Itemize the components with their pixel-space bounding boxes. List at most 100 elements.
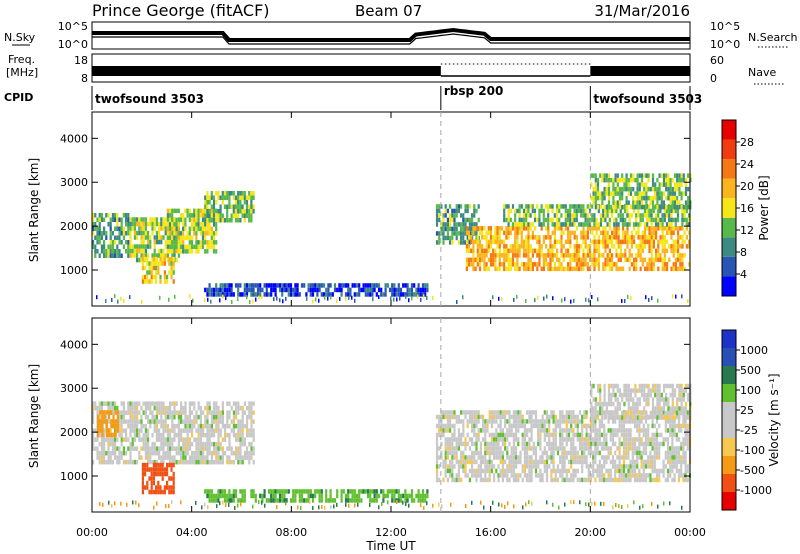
- heat-cell: [507, 257, 510, 263]
- heat-cell: [592, 464, 595, 469]
- freq-tick-bottom-left: 8: [81, 72, 88, 85]
- heat-cell: [163, 256, 166, 262]
- heat-cell: [92, 419, 95, 424]
- heat-cell: [540, 248, 543, 254]
- heat-cell: [573, 213, 576, 218]
- heat-cell: [451, 432, 454, 438]
- heat-cell: [673, 428, 676, 433]
- heat-cell: [170, 467, 173, 472]
- heat-cell: [464, 459, 467, 465]
- heat-cell: [594, 432, 597, 438]
- heat-cell: [519, 473, 522, 478]
- heat-cell: [105, 450, 108, 456]
- heat-cell: [508, 468, 511, 474]
- heat-cell: [158, 226, 161, 231]
- heat-cell: [122, 450, 125, 456]
- heat-cell: [208, 226, 211, 232]
- heat-cell: [338, 283, 341, 288]
- heat-cell: [157, 270, 160, 275]
- heat-cell: [522, 248, 526, 254]
- heat-cell: [217, 450, 220, 456]
- heat-cell: [344, 292, 348, 297]
- heat-cell: [592, 455, 595, 460]
- heat-cell: [118, 226, 121, 231]
- heat-cell: [210, 231, 213, 236]
- heat-cell: [493, 419, 496, 424]
- heat-cell: [241, 455, 244, 460]
- heat-cell: [129, 401, 132, 406]
- heat-cell: [655, 473, 659, 478]
- heat-cell: [570, 473, 573, 478]
- heat-cell: [619, 208, 622, 214]
- heat-cell: [597, 262, 600, 267]
- heat-cell: [668, 230, 671, 236]
- heat-cell: [109, 249, 112, 254]
- heat-cell: [103, 446, 106, 451]
- heat-cell: [168, 256, 171, 262]
- heat-cell: [672, 262, 675, 267]
- heat-cell: [155, 471, 158, 477]
- heat-cell: [487, 266, 490, 272]
- heat-cell: [508, 432, 511, 438]
- heat-cell: [195, 428, 198, 433]
- heat-cell: [551, 230, 554, 236]
- heat-cell: [125, 217, 128, 222]
- heat-cell: [369, 489, 372, 494]
- heat-cell: [651, 432, 654, 438]
- heat-cell: [571, 204, 574, 209]
- heat-cell: [497, 477, 500, 483]
- heat-cell: [661, 235, 664, 240]
- heat-cell: [593, 235, 596, 240]
- heat-cell: [636, 195, 639, 201]
- heat-cell: [651, 186, 655, 192]
- heat-cell: [673, 200, 677, 205]
- heat-cell: [679, 244, 682, 249]
- heat-cell: [144, 217, 147, 222]
- heat-cell: [193, 437, 196, 442]
- heat-cell: [559, 473, 562, 478]
- heat-cell: [133, 414, 136, 420]
- heat-cell: [471, 459, 474, 465]
- heat-cell: [641, 230, 644, 236]
- heat-cell: [442, 231, 445, 236]
- heat-cell: [237, 204, 240, 209]
- heat-cell: [473, 213, 476, 218]
- heat-cell: [177, 459, 180, 465]
- heat-cell: [173, 222, 176, 227]
- heat-cell: [577, 208, 581, 214]
- heat-cell: [515, 446, 518, 451]
- heat-cell: [193, 231, 196, 236]
- heat-cell: [653, 414, 656, 420]
- heat-cell: [649, 195, 652, 201]
- heat-cell: [470, 239, 473, 245]
- heat-cell: [661, 213, 664, 218]
- heat-cell: [223, 191, 227, 196]
- heat-cell: [142, 248, 145, 254]
- heat-cell: [616, 191, 619, 196]
- heat-cell: [658, 446, 661, 451]
- heat-cell: [215, 200, 218, 205]
- heat-cell: [465, 248, 468, 254]
- heat-cell: [669, 182, 672, 187]
- heat-cell: [505, 217, 508, 223]
- heat-cell: [488, 446, 491, 451]
- heat-cell: [471, 473, 474, 478]
- heat-cell: [188, 437, 191, 442]
- heat-cell: [481, 235, 484, 240]
- heat-cell: [153, 405, 156, 411]
- heat-cell: [618, 446, 621, 451]
- heat-cell: [472, 230, 475, 236]
- heat-cell: [509, 262, 512, 267]
- heat-cell: [627, 437, 630, 442]
- heat-cell: [393, 292, 396, 297]
- heat-cell: [201, 208, 205, 214]
- heat-cell: [534, 464, 538, 469]
- heat-cell: [289, 498, 293, 503]
- heat-cell: [682, 459, 685, 465]
- heat-cell: [164, 441, 167, 447]
- heat-cell: [131, 423, 134, 429]
- heat-cell: [210, 455, 213, 460]
- heat-cell: [140, 239, 143, 245]
- heat-cell: [94, 249, 97, 254]
- heat-cell: [225, 296, 227, 301]
